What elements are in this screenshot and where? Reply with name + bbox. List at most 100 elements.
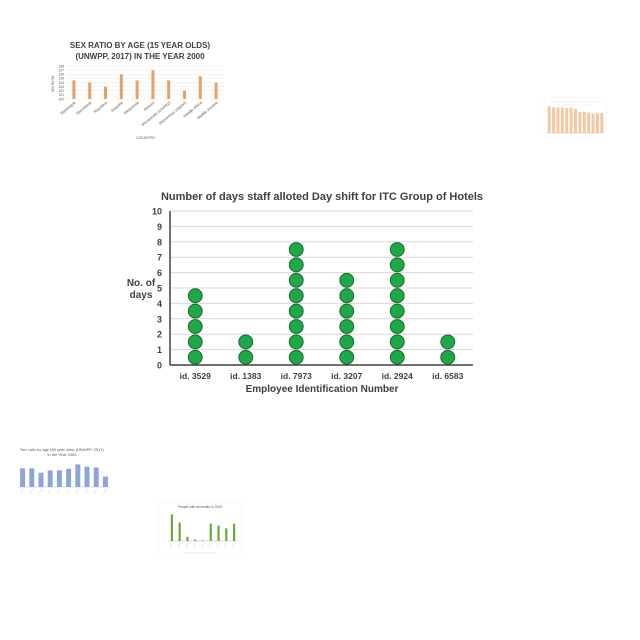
thumb3-bar <box>75 464 81 487</box>
thumb4-xt-mark <box>231 542 236 548</box>
data-dot <box>389 242 405 257</box>
thumb1-x-tick: Mauritania <box>75 99 93 115</box>
x-tick-label: id. 3529 <box>180 371 211 381</box>
thumb1-bar <box>88 82 92 99</box>
thumb1-bar <box>151 70 155 99</box>
x-tick-labels: id. 3529 id. 1383 id. 7973 id. 3207 id. 2924… <box>180 371 464 381</box>
thumb1-y-tick: 106 <box>58 73 64 77</box>
thumb1-y-tick: 105 <box>58 77 64 81</box>
data-dot <box>288 334 304 350</box>
data-dot <box>339 349 355 365</box>
thumb3-xt-mark <box>93 488 98 494</box>
thumb4-bar <box>178 522 181 541</box>
thumb3-bar <box>29 468 35 487</box>
x-tick-label: id. 1383 <box>230 371 261 381</box>
thumb2-bars <box>547 106 604 134</box>
dot-series <box>187 242 456 365</box>
thumb1-y-tick: 107 <box>58 68 64 72</box>
data-dot <box>288 242 304 257</box>
thumb2-bar <box>578 111 582 133</box>
thumbnail-chart-orange <box>543 96 607 138</box>
thumb3-xt-mark <box>103 488 107 494</box>
data-dot <box>389 257 405 273</box>
thumb4-bar <box>170 514 173 541</box>
thumb2-bar <box>556 107 560 133</box>
thumb2-bar <box>600 113 604 133</box>
data-dot <box>288 319 304 334</box>
thumb3-bar <box>93 467 99 487</box>
thumb1-title-line2: (UNWPP, 2017) IN THE YEAR 2000 <box>75 52 205 61</box>
chart-title: Number of days staff alloted Day shift f… <box>161 191 483 203</box>
thumb3-xt-mark <box>29 488 34 494</box>
x-tick-label: id. 2924 <box>382 371 413 381</box>
thumb4-bar <box>194 539 197 541</box>
data-dot <box>187 349 203 365</box>
data-dot <box>339 303 355 319</box>
thumb1-ylabel: SEX RATIO <box>51 75 55 92</box>
thumb1-y-tick: 108 <box>58 64 64 68</box>
thumb2-bar <box>547 106 551 133</box>
data-dot <box>288 288 304 304</box>
thumb1-y-tick: 104 <box>58 81 64 85</box>
data-dot <box>389 272 405 288</box>
y-axis-label-line1: No. of <box>127 278 156 289</box>
thumb1-y-tick: 101 <box>58 93 64 97</box>
thumb3-title-line1: Sex ratio by age (80 year olds) (UNWPP, … <box>20 447 104 452</box>
data-dot <box>187 288 203 304</box>
thumb3-bar <box>102 476 108 487</box>
thumbnail-chart-sex-ratio-15: SEX RATIO BY AGE (15 YEAR OLDS) (UNWPP, … <box>51 41 224 140</box>
thumb1-bar <box>72 80 76 99</box>
data-dot <box>389 288 405 304</box>
thumb4-xt-mark <box>200 542 205 548</box>
thumb3-xt-mark <box>57 488 61 494</box>
thumb4-bars <box>168 514 238 542</box>
y-tick-label: 0 <box>157 361 162 371</box>
y-tick-label: 4 <box>157 299 162 309</box>
thumb3-bar <box>38 472 44 487</box>
data-dot <box>238 334 254 350</box>
data-dot <box>187 319 203 334</box>
thumb4-xt-mark <box>177 542 181 548</box>
x-tick-label: id. 3207 <box>331 371 362 381</box>
x-axis-label: Employee Identification Number <box>246 384 399 395</box>
thumb2-bar <box>569 107 573 133</box>
thumb2-bar <box>565 107 569 133</box>
data-dot <box>389 303 405 319</box>
thumb1-x-tick: Martinique <box>59 99 77 115</box>
thumb2-bar <box>574 108 577 133</box>
thumb4-xt-mark <box>169 542 174 548</box>
thumb2-bar <box>595 113 599 133</box>
y-tick-label: 5 <box>157 284 162 294</box>
y-tick-label: 6 <box>157 268 162 278</box>
thumb2-bar <box>552 107 556 133</box>
thumb4-bar <box>233 523 236 541</box>
data-dot <box>440 349 456 365</box>
data-dot <box>389 319 405 334</box>
thumb1-bar <box>167 80 171 99</box>
main-chart: Number of days staff alloted Day shift f… <box>127 191 483 395</box>
thumbnail-chart-green: People with dementia in 2000 <box>157 502 243 558</box>
thumb1-x-tick: Melanesia <box>123 99 141 115</box>
thumb4-xt-mark <box>224 542 228 548</box>
y-axis-label-line2: days <box>130 290 153 301</box>
thumb4-xt-mark <box>185 542 189 548</box>
data-dot <box>339 334 355 350</box>
thumb1-y-tick: 100 <box>58 97 64 101</box>
thumb1-bar <box>183 90 186 99</box>
thumb2-bar <box>582 111 586 133</box>
y-tick-labels: 0 1 2 3 4 5 6 7 8 9 10 <box>152 207 162 371</box>
thumb1-y-tick: 103 <box>58 85 64 89</box>
thumb4-bar <box>186 536 189 541</box>
data-dot <box>389 349 405 365</box>
thumb4-frame <box>157 502 243 558</box>
thumb1-title-line1: SEX RATIO BY AGE (15 YEAR OLDS) <box>70 41 211 50</box>
thumb4-bar <box>209 523 212 541</box>
y-tick-label: 3 <box>157 314 162 324</box>
thumb4-bar <box>225 528 228 541</box>
thumb4-bar <box>201 540 205 541</box>
thumb3-title-line2: in the Year 2000 <box>48 452 78 457</box>
y-tick-label: 9 <box>157 222 162 232</box>
